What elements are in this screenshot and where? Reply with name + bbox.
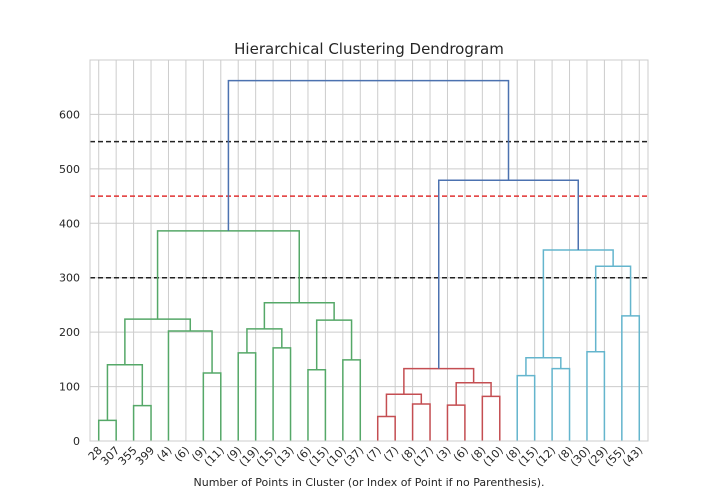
leaf-label: (43) [620, 444, 645, 469]
y-tick-label: 100 [59, 381, 80, 394]
dendrogram-link [481, 395, 501, 441]
dendrogram-link [202, 372, 222, 441]
dendrogram-link [385, 393, 423, 417]
dendrogram-link [621, 315, 641, 441]
dendrogram-link [516, 374, 536, 441]
leaf-label: (17) [411, 444, 436, 469]
leaf-label: (13) [271, 444, 296, 469]
y-tick-label: 300 [59, 272, 80, 285]
leaf-label: (12) [533, 444, 558, 469]
dendrogram-link [307, 368, 327, 441]
dendrogram-link [106, 364, 144, 421]
dendrogram-link [438, 179, 579, 369]
chart-title: Hierarchical Clustering Dendrogram [234, 40, 504, 58]
dendrogram-link [132, 404, 152, 441]
cut-lines [90, 140, 648, 279]
dendrogram-link [411, 403, 431, 441]
leaf-label: (10) [481, 444, 506, 469]
dendrogram-link [586, 350, 606, 441]
dendrogram-link [594, 265, 632, 352]
leaf-label: 399 [133, 444, 157, 468]
x-axis-leaf-labels: 28307355399(4)(6)(9)(11)(9)(19)(15)(13)(… [86, 444, 646, 469]
dendrogram-link [124, 318, 192, 365]
dendrogram-link [263, 302, 335, 329]
dendrogram-link [403, 367, 475, 395]
dendrogram-link [525, 356, 562, 376]
dendrogram-link [542, 249, 614, 358]
dendrogram-link [446, 404, 466, 441]
dendrogram-link [551, 367, 571, 441]
dendrogram-link [376, 415, 396, 441]
dendrogram-link [97, 419, 117, 441]
leaf-label: (37) [341, 444, 366, 469]
dendrogram-link [342, 359, 362, 441]
y-tick-label: 600 [59, 108, 80, 121]
dendrogram-link [237, 352, 257, 441]
y-tick-label: 200 [59, 326, 80, 339]
y-tick-label: 500 [59, 163, 80, 176]
y-tick-label: 400 [59, 217, 80, 230]
dendrogram-link [315, 319, 353, 370]
y-axis-ticks: 0 100 200 300 400 500 600 [59, 108, 80, 448]
plot-frame [89, 59, 649, 442]
x-axis-label: Number of Points in Cluster (or Index of… [194, 476, 545, 489]
dendrogram-link [167, 330, 213, 392]
dendrogram-link [156, 230, 300, 320]
dendrogram-link [227, 79, 510, 231]
dendrogram-links [97, 79, 641, 441]
dendrogram-link [272, 347, 292, 441]
leaf-label: (11) [202, 444, 227, 469]
y-tick-label: 0 [73, 435, 80, 448]
